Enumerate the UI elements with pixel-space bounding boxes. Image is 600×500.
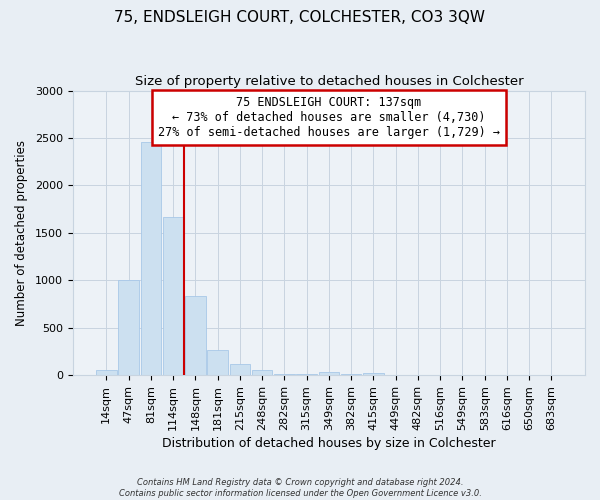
Text: 75 ENDSLEIGH COURT: 137sqm
← 73% of detached houses are smaller (4,730)
27% of s: 75 ENDSLEIGH COURT: 137sqm ← 73% of deta…	[158, 96, 500, 139]
Bar	[163, 217, 184, 375]
Bar	[230, 364, 250, 375]
Y-axis label: Number of detached properties: Number of detached properties	[15, 140, 28, 326]
Bar	[208, 350, 228, 375]
Bar	[252, 370, 272, 375]
Bar	[319, 372, 339, 375]
Bar	[274, 374, 295, 375]
Bar	[185, 296, 206, 375]
Bar	[341, 374, 361, 375]
Bar	[140, 142, 161, 375]
Bar	[296, 374, 317, 375]
Bar	[363, 374, 383, 375]
Bar	[96, 370, 116, 375]
Text: Contains HM Land Registry data © Crown copyright and database right 2024.
Contai: Contains HM Land Registry data © Crown c…	[119, 478, 481, 498]
X-axis label: Distribution of detached houses by size in Colchester: Distribution of detached houses by size …	[162, 437, 496, 450]
Text: 75, ENDSLEIGH COURT, COLCHESTER, CO3 3QW: 75, ENDSLEIGH COURT, COLCHESTER, CO3 3QW	[115, 10, 485, 25]
Title: Size of property relative to detached houses in Colchester: Size of property relative to detached ho…	[134, 75, 523, 88]
Bar	[118, 280, 139, 375]
